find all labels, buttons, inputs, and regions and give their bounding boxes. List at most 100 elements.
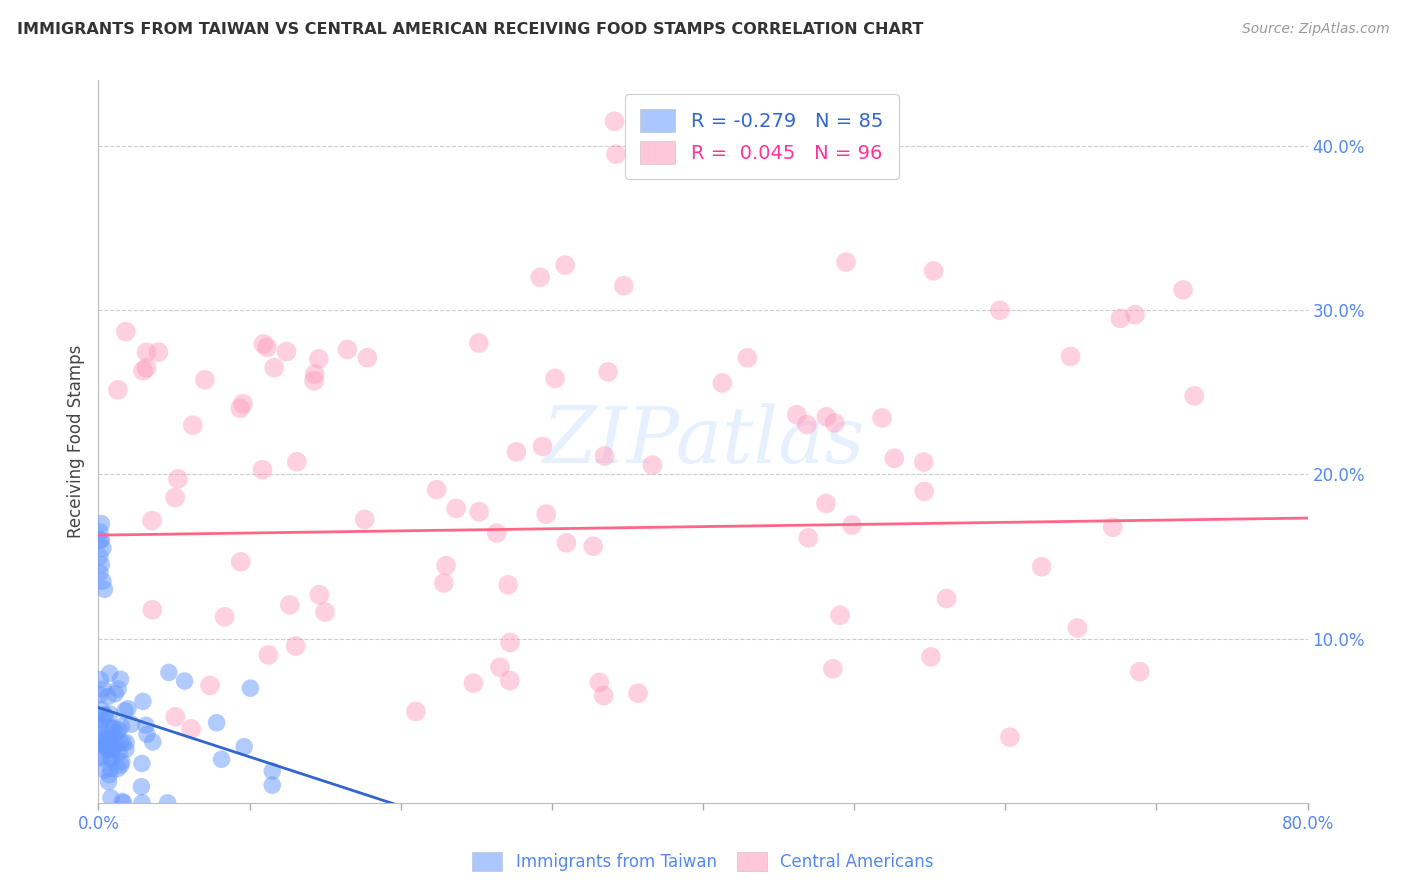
Point	[496, 578, 519, 592]
Point	[593, 449, 616, 463]
Point	[554, 258, 576, 272]
Point	[132, 694, 155, 708]
Point	[444, 501, 467, 516]
Point	[135, 718, 157, 732]
Point	[91, 574, 114, 588]
Point	[336, 343, 359, 357]
Point	[89, 731, 111, 746]
Point	[89, 718, 111, 732]
Point	[89, 524, 111, 539]
Point	[93, 739, 115, 753]
Point	[181, 418, 204, 433]
Point	[499, 673, 522, 688]
Point	[434, 558, 457, 573]
Point	[173, 674, 195, 689]
Point	[98, 706, 121, 721]
Point	[786, 408, 808, 422]
Point	[165, 710, 187, 724]
Point	[94, 709, 117, 723]
Point	[922, 264, 945, 278]
Point	[198, 678, 221, 692]
Point	[605, 147, 627, 161]
Point	[588, 675, 610, 690]
Point	[115, 735, 138, 749]
Point	[262, 778, 284, 792]
Point	[302, 374, 325, 388]
Point	[131, 756, 153, 771]
Point	[641, 458, 664, 472]
Point	[89, 673, 111, 687]
Text: ZIPatlas: ZIPatlas	[541, 403, 865, 480]
Point	[229, 555, 252, 569]
Point	[582, 539, 605, 553]
Point	[108, 746, 131, 760]
Point	[167, 472, 190, 486]
Point	[111, 755, 134, 769]
Point	[107, 723, 129, 737]
Point	[592, 689, 614, 703]
Point	[278, 598, 301, 612]
Point	[308, 351, 330, 366]
Point	[132, 364, 155, 378]
Y-axis label: Receiving Food Stamps: Receiving Food Stamps	[66, 345, 84, 538]
Point	[252, 337, 274, 351]
Point	[232, 397, 254, 411]
Point	[603, 114, 626, 128]
Point	[262, 764, 284, 778]
Point	[104, 687, 127, 701]
Point	[841, 518, 863, 533]
Point	[912, 455, 935, 469]
Point	[257, 648, 280, 662]
Point	[114, 704, 136, 718]
Point	[536, 507, 558, 521]
Point	[96, 736, 118, 750]
Point	[353, 512, 375, 526]
Point	[156, 796, 179, 810]
Point	[489, 660, 512, 674]
Point	[815, 409, 838, 424]
Point	[90, 533, 112, 547]
Point	[141, 603, 163, 617]
Point	[114, 325, 136, 339]
Point	[180, 722, 202, 736]
Point	[796, 417, 818, 432]
Point	[920, 649, 942, 664]
Point	[107, 681, 129, 696]
Point	[89, 749, 111, 764]
Point	[194, 373, 217, 387]
Point	[110, 672, 132, 686]
Point	[485, 526, 508, 541]
Point	[103, 721, 125, 735]
Point	[531, 439, 554, 453]
Point	[711, 376, 734, 390]
Point	[229, 401, 252, 416]
Point	[91, 681, 114, 696]
Point	[285, 455, 308, 469]
Point	[1101, 520, 1123, 534]
Point	[308, 588, 330, 602]
Point	[90, 702, 112, 716]
Point	[233, 739, 256, 754]
Point	[356, 351, 378, 365]
Point	[107, 762, 129, 776]
Point	[98, 767, 121, 781]
Point	[165, 491, 187, 505]
Point	[211, 752, 233, 766]
Text: IMMIGRANTS FROM TAIWAN VS CENTRAL AMERICAN RECEIVING FOOD STAMPS CORRELATION CHA: IMMIGRANTS FROM TAIWAN VS CENTRAL AMERIC…	[17, 22, 924, 37]
Point	[148, 345, 170, 359]
Point	[97, 690, 120, 704]
Point	[101, 741, 124, 756]
Point	[141, 514, 163, 528]
Point	[263, 360, 285, 375]
Point	[870, 411, 893, 425]
Point	[91, 541, 114, 556]
Point	[405, 705, 427, 719]
Point	[304, 367, 326, 381]
Point	[468, 505, 491, 519]
Point	[835, 255, 858, 269]
Point	[529, 270, 551, 285]
Point	[1123, 308, 1146, 322]
Point	[96, 742, 118, 756]
Point	[105, 726, 128, 740]
Point	[821, 662, 844, 676]
